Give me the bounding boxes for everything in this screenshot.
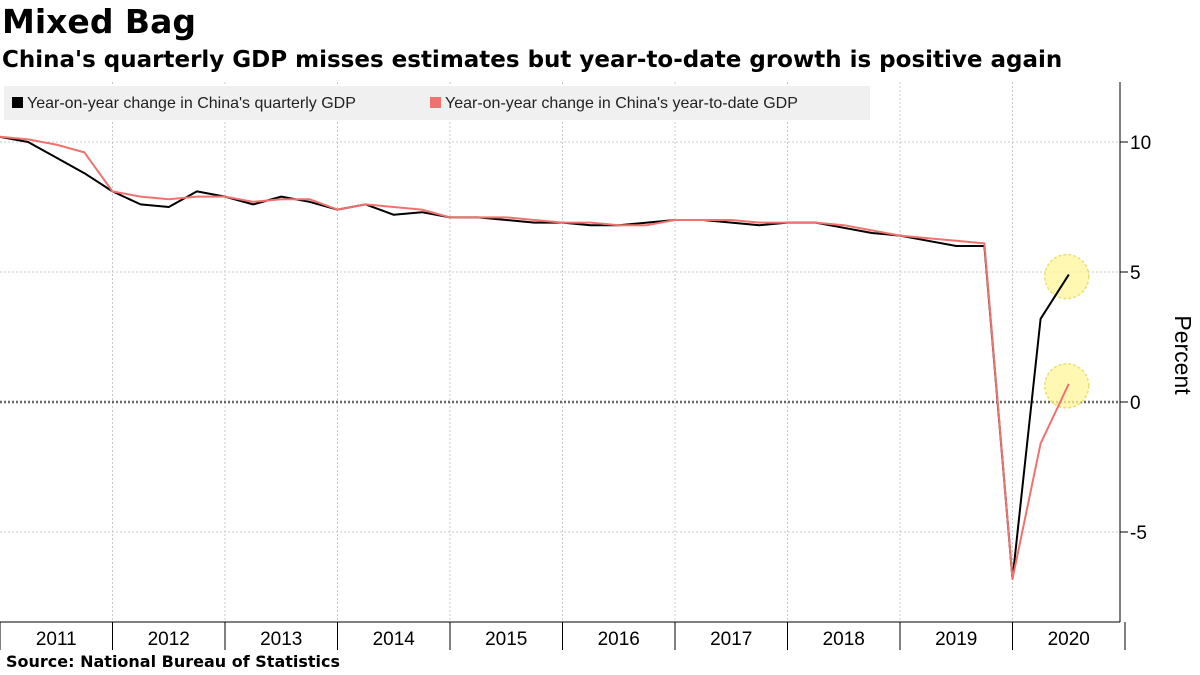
axes: 10 5 0 -5 2011 2012 2013 2014 2015 2016 2017 2018 20… (0, 82, 1196, 650)
y-tick-label: 0 (1130, 393, 1141, 414)
series-lines (0, 135, 1070, 580)
y-tick-label: 5 (1130, 263, 1141, 284)
ytd-gdp-line (0, 135, 1070, 580)
x-tick-label: 2011 (36, 629, 77, 650)
x-tick-label: 2019 (935, 629, 977, 650)
x-tick-label: 2020 (1048, 629, 1090, 650)
legend-swatch-quarterly (12, 97, 23, 108)
quarterly-gdp-line (0, 135, 1070, 580)
legend-label-quarterly: Year-on-year change in China's quarterly… (27, 95, 356, 112)
x-tick-label: 2013 (260, 629, 302, 650)
x-tick-label: 2016 (598, 629, 640, 650)
chart-title: Mixed Bag (2, 2, 196, 41)
x-tick-label: 2018 (823, 629, 865, 650)
y-tick-label: 10 (1130, 133, 1151, 154)
x-tick-label: 2017 (710, 629, 752, 650)
y-tick-label: -5 (1130, 523, 1147, 544)
x-tick-label: 2014 (373, 629, 416, 650)
chart-subtitle: China's quarterly GDP misses estimates b… (2, 47, 1063, 73)
gridlines (0, 82, 1120, 622)
x-tick-label: 2015 (485, 629, 527, 650)
legend-swatch-ytd (430, 97, 441, 108)
source-note: Source: National Bureau of Statistics (6, 652, 341, 671)
legend-label-ytd: Year-on-year change in China's year-to-d… (445, 95, 798, 112)
highlight-circle (1044, 363, 1090, 409)
y-axis-label: Percent (1170, 315, 1196, 395)
legend: Year-on-year change in China's quarterly… (4, 86, 870, 120)
x-tick-label: 2012 (148, 629, 190, 650)
